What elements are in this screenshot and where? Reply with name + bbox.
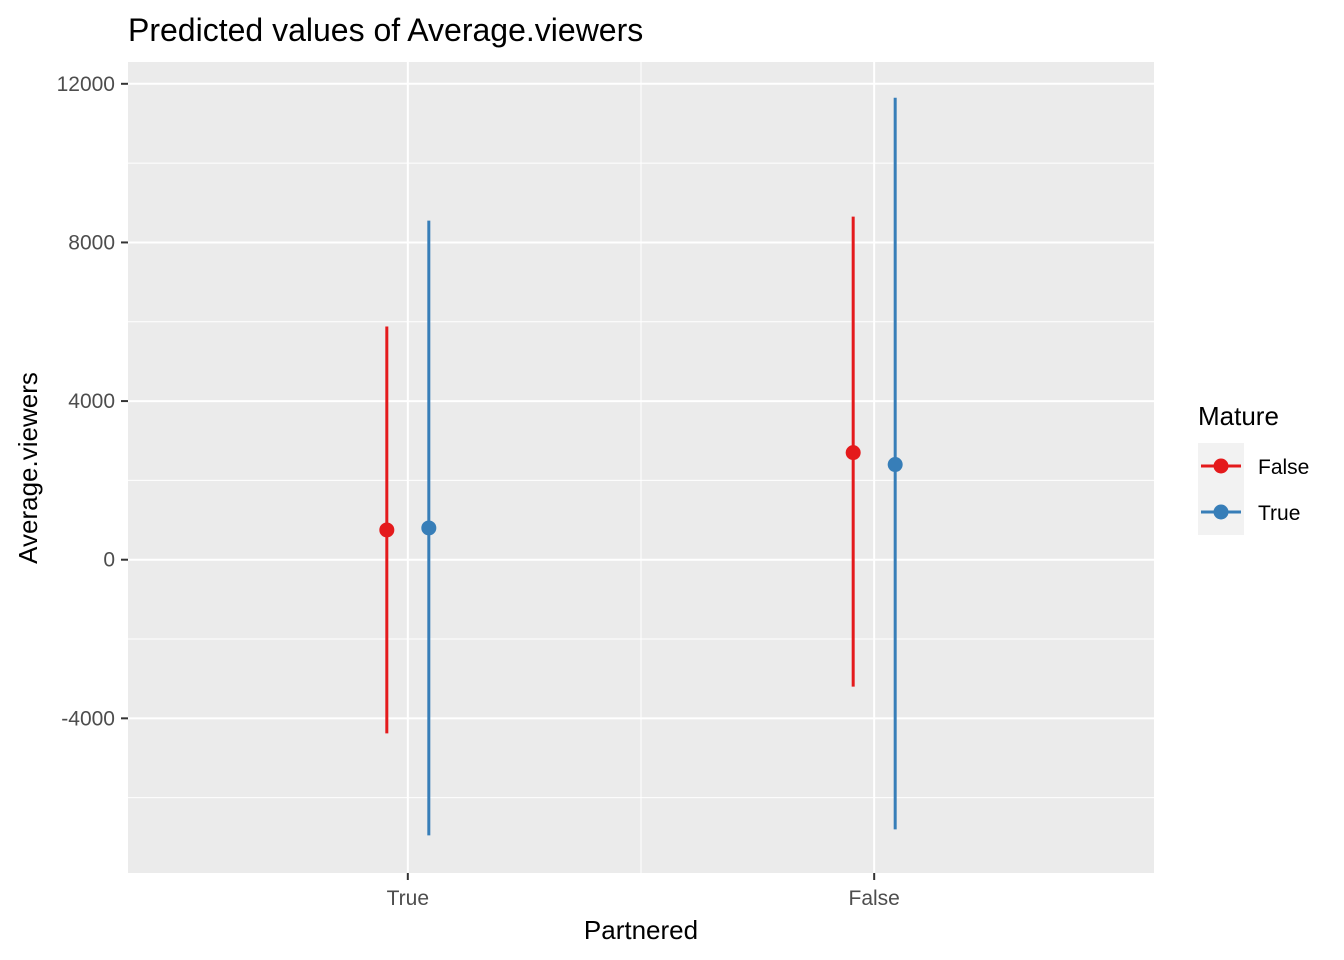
- grid-major: [128, 62, 1154, 873]
- legend-title: Mature: [1198, 401, 1279, 431]
- chart-title: Predicted values of Average.viewers: [128, 12, 643, 48]
- data-point: [887, 457, 903, 473]
- x-tick-label: True: [387, 887, 429, 910]
- series-layer: [379, 97, 903, 836]
- y-tick-label: 0: [103, 549, 115, 572]
- legend-items: False True: [1198, 443, 1309, 535]
- legend-key-point: [1213, 458, 1229, 474]
- legend-label: True: [1258, 502, 1300, 525]
- legend-key-background: [1198, 443, 1244, 535]
- data-point: [421, 520, 437, 536]
- y-tick-label: -4000: [61, 707, 115, 730]
- y-tick-label: 4000: [68, 390, 115, 413]
- legend: Mature False True: [1198, 401, 1309, 535]
- y-axis: -4000 0 4000 8000 12000: [57, 73, 128, 730]
- legend-label: False: [1258, 456, 1309, 479]
- x-axis-title: Partnered: [584, 915, 698, 945]
- data-point: [845, 445, 861, 461]
- x-tick-label: False: [849, 887, 900, 910]
- y-tick-label: 8000: [68, 231, 115, 254]
- data-point: [379, 522, 395, 538]
- grid-minor: [128, 62, 1154, 873]
- y-tick-label: 12000: [57, 73, 115, 96]
- legend-key-point: [1213, 504, 1229, 520]
- x-axis: True False: [387, 873, 900, 910]
- y-axis-title: Average.viewers: [13, 372, 43, 564]
